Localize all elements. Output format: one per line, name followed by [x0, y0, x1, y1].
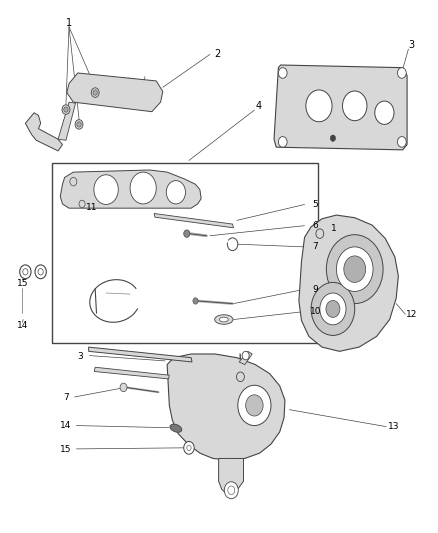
Circle shape	[184, 441, 194, 454]
Text: 5: 5	[312, 200, 318, 209]
Polygon shape	[58, 102, 75, 140]
Circle shape	[227, 486, 234, 495]
Polygon shape	[94, 367, 169, 379]
Text: 15: 15	[60, 445, 71, 454]
Circle shape	[130, 172, 156, 204]
Circle shape	[224, 482, 238, 499]
Text: 1: 1	[330, 224, 336, 233]
Circle shape	[278, 68, 286, 78]
Text: 6: 6	[312, 221, 318, 230]
Circle shape	[311, 282, 354, 335]
Text: 9: 9	[312, 285, 318, 294]
Circle shape	[91, 88, 99, 98]
Circle shape	[374, 101, 393, 124]
Circle shape	[305, 90, 331, 122]
Circle shape	[325, 235, 382, 304]
Polygon shape	[239, 351, 252, 365]
Polygon shape	[154, 214, 233, 228]
Circle shape	[77, 122, 81, 127]
Polygon shape	[298, 215, 397, 351]
Circle shape	[23, 269, 28, 275]
Text: 3: 3	[77, 352, 83, 361]
Circle shape	[186, 445, 191, 450]
Text: 12: 12	[405, 310, 416, 319]
Text: 2: 2	[214, 50, 220, 59]
Circle shape	[64, 107, 68, 112]
Polygon shape	[25, 113, 62, 151]
Circle shape	[79, 200, 85, 208]
Polygon shape	[273, 65, 406, 150]
Circle shape	[325, 301, 339, 317]
Circle shape	[227, 238, 237, 251]
Circle shape	[93, 90, 97, 95]
Circle shape	[120, 383, 127, 392]
Circle shape	[336, 247, 372, 292]
Circle shape	[396, 136, 405, 147]
Polygon shape	[88, 347, 191, 362]
Text: 3: 3	[407, 40, 413, 50]
Circle shape	[184, 230, 189, 237]
Text: 14: 14	[17, 321, 28, 330]
Circle shape	[166, 181, 185, 204]
Circle shape	[75, 119, 83, 129]
Polygon shape	[67, 73, 162, 112]
Circle shape	[343, 256, 365, 282]
Circle shape	[342, 91, 366, 120]
Circle shape	[396, 68, 405, 78]
Ellipse shape	[214, 315, 233, 324]
Ellipse shape	[219, 317, 228, 322]
Text: 14: 14	[60, 421, 71, 430]
Text: 15: 15	[17, 279, 28, 288]
Circle shape	[236, 372, 244, 382]
Text: 10: 10	[309, 307, 321, 316]
Circle shape	[278, 136, 286, 147]
Text: 7: 7	[312, 243, 318, 252]
Circle shape	[315, 229, 323, 238]
Polygon shape	[167, 354, 284, 460]
Text: 7: 7	[63, 393, 69, 402]
Circle shape	[70, 177, 77, 186]
Circle shape	[38, 269, 43, 275]
Text: 4: 4	[255, 101, 261, 111]
Bar	[51, 163, 317, 343]
Circle shape	[242, 351, 249, 360]
Polygon shape	[218, 458, 243, 494]
Circle shape	[35, 265, 46, 279]
Circle shape	[245, 395, 262, 416]
Circle shape	[319, 293, 345, 325]
Circle shape	[237, 385, 270, 425]
Circle shape	[192, 298, 198, 304]
Circle shape	[329, 135, 335, 141]
Text: 13: 13	[387, 422, 399, 431]
Ellipse shape	[170, 424, 181, 432]
Circle shape	[20, 265, 31, 279]
Circle shape	[94, 175, 118, 205]
Circle shape	[62, 105, 70, 114]
Polygon shape	[60, 170, 201, 208]
Text: 11: 11	[86, 203, 98, 212]
Text: 1: 1	[66, 18, 72, 28]
